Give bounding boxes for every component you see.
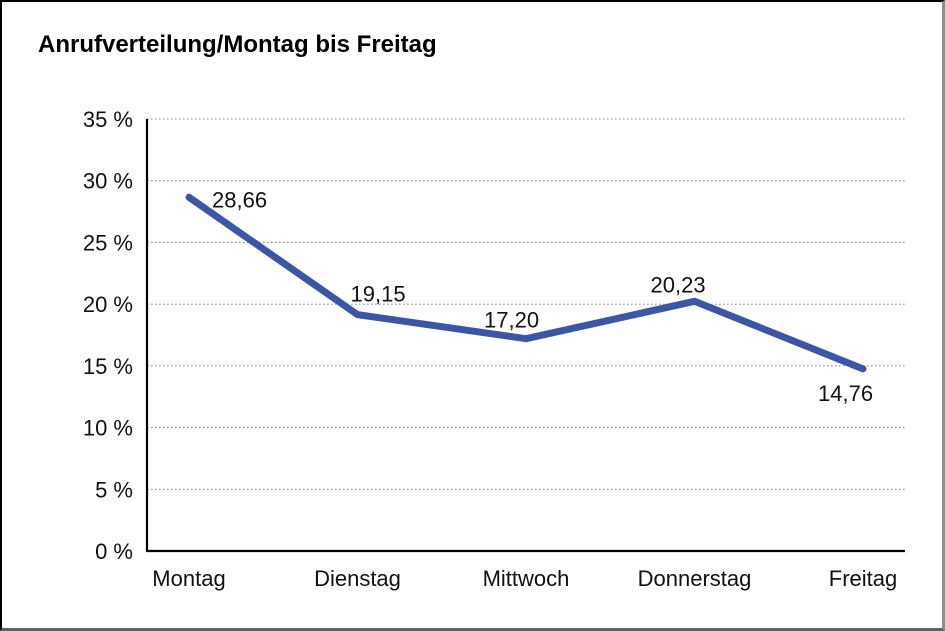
data-label: 14,76 <box>818 381 873 406</box>
y-tick-label: 30 % <box>83 169 133 194</box>
data-label: 20,23 <box>651 272 706 297</box>
y-tick-label: 35 % <box>83 107 133 132</box>
x-category-label: Dienstag <box>314 566 401 591</box>
y-tick-label: 0 % <box>95 539 133 564</box>
x-category-label: Donnerstag <box>638 566 752 591</box>
chart-title: Anrufverteilung/Montag bis Freitag <box>38 31 437 58</box>
y-tick-label: 20 % <box>83 292 133 317</box>
x-category-label: Mittwoch <box>483 566 570 591</box>
data-label: 17,20 <box>484 308 539 333</box>
y-tick-label: 5 % <box>95 477 133 502</box>
x-category-label: Freitag <box>829 566 897 591</box>
data-label: 28,66 <box>212 187 267 212</box>
series-line <box>185 193 867 373</box>
y-tick-label: 10 % <box>83 416 133 441</box>
y-tick-label: 15 % <box>83 354 133 379</box>
x-category-label: Montag <box>152 566 225 591</box>
y-tick-label: 25 % <box>83 230 133 255</box>
data-label: 19,15 <box>351 282 406 307</box>
